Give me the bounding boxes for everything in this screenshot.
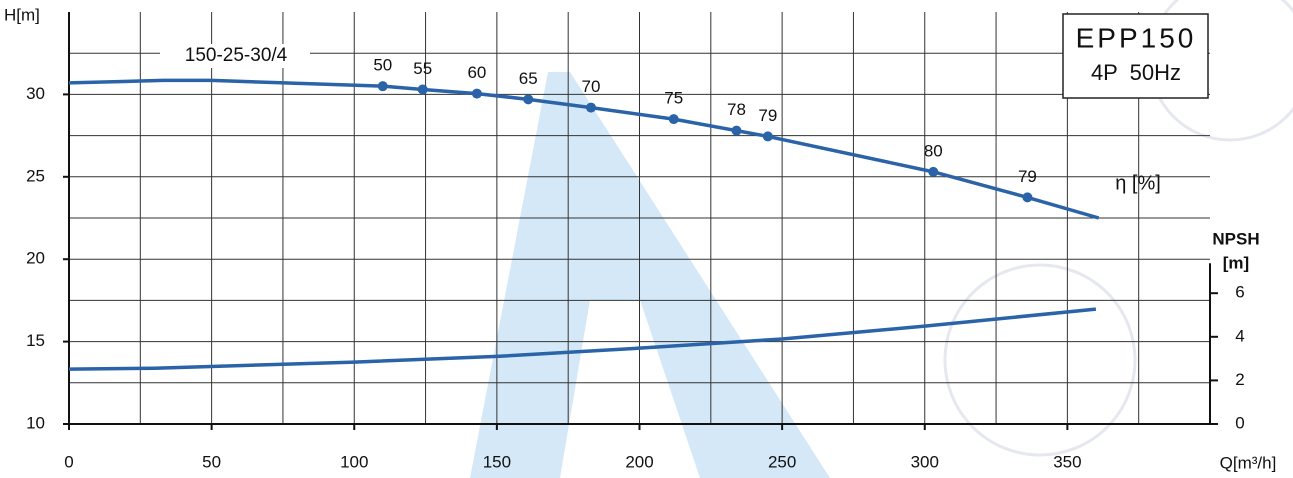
- efficiency-point: [417, 84, 428, 95]
- efficiency-value: 65: [519, 69, 538, 88]
- efficiency-value: 75: [664, 89, 683, 108]
- efficiency-value: 50: [373, 56, 392, 75]
- efficiency-value: 70: [582, 77, 601, 96]
- curve: [68, 78, 1100, 220]
- curve: [68, 307, 1097, 371]
- y2-tick-label: 2: [1235, 370, 1244, 389]
- efficiency-value: 55: [413, 59, 432, 78]
- y2-tick-label: 4: [1235, 326, 1244, 345]
- y-tick-label: 30: [26, 84, 45, 103]
- efficiency-value: 79: [1018, 167, 1037, 186]
- efficiency-value: 78: [727, 100, 746, 119]
- efficiency-value: 79: [758, 106, 777, 125]
- box-subtitle: 4P 50Hz: [1091, 60, 1181, 85]
- x-tick-label: 50: [202, 452, 221, 471]
- y-tick-label: 10: [26, 413, 45, 432]
- model-box: [1062, 13, 1209, 99]
- efficiency-point: [1022, 192, 1033, 203]
- x-tick-label: 0: [64, 452, 73, 471]
- x-tick-label: 200: [625, 452, 653, 471]
- efficiency-value: 60: [467, 63, 486, 82]
- box-title: EPP150: [1076, 22, 1197, 53]
- efficiency-point: [668, 114, 679, 125]
- y-tick-label: 25: [26, 166, 45, 185]
- y2-tick-label: 0: [1235, 413, 1244, 432]
- watermark-ring: [943, 263, 1137, 457]
- efficiency-point: [928, 166, 939, 177]
- x-tick-label: 350: [1053, 452, 1081, 471]
- y-axis-label: H[m]: [4, 5, 40, 24]
- efficiency-point: [523, 94, 534, 105]
- efficiency-point: [377, 81, 388, 92]
- efficiency-value: 80: [924, 141, 943, 160]
- y2-axis-unit: [m]: [1223, 253, 1249, 272]
- x-tick-label: 150: [483, 452, 511, 471]
- efficiency-point: [586, 102, 597, 113]
- y2-axis-label: NPSH: [1212, 229, 1259, 248]
- efficiency-point: [471, 88, 482, 99]
- efficiency-point: [762, 131, 773, 142]
- y-tick-label: 15: [26, 331, 45, 350]
- x-tick-label: 250: [768, 452, 796, 471]
- x-tick-label: 100: [340, 452, 368, 471]
- y-tick-label: 20: [26, 249, 45, 268]
- y2-tick-label: 6: [1235, 283, 1244, 302]
- efficiency-label: η [%]: [1115, 172, 1161, 194]
- x-axis-label: Q[m³/h]: [1220, 453, 1277, 472]
- watermark-shape: [470, 72, 830, 478]
- model-label: 150-25-30/4: [185, 45, 288, 66]
- x-tick-label: 300: [911, 452, 939, 471]
- efficiency-point: [731, 125, 742, 136]
- label-bg: [160, 44, 310, 68]
